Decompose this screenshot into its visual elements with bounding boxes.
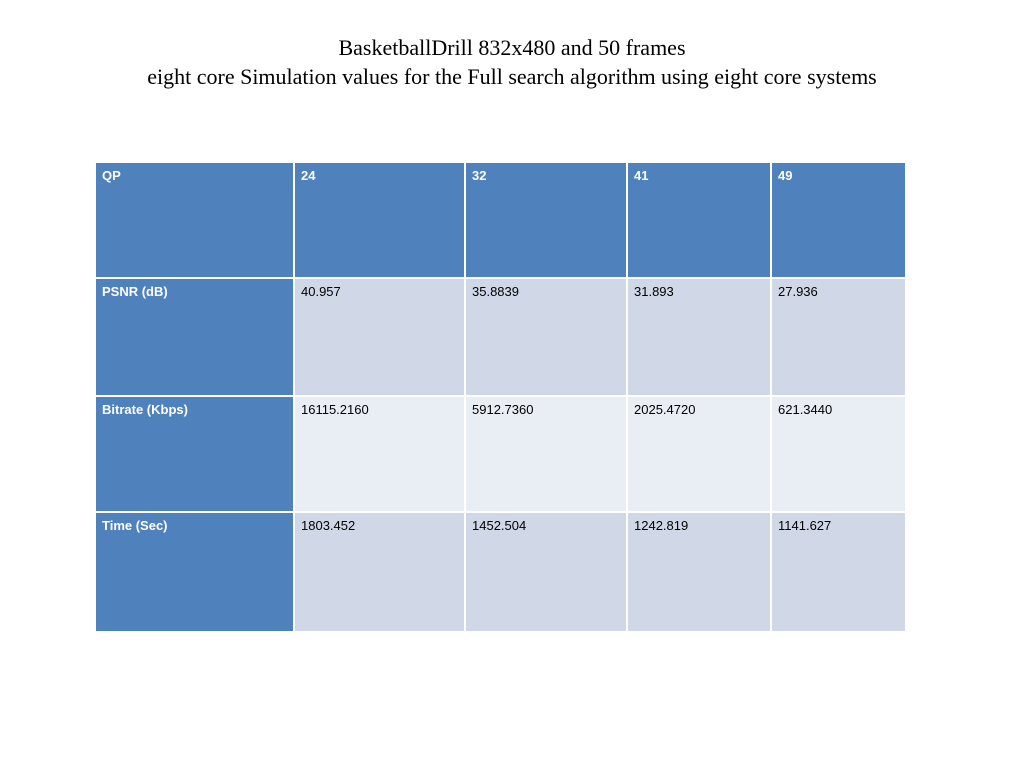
table-row-psnr: PSNR (dB) 40.957 35.8839 31.893 27.936 (94, 277, 907, 397)
table-cell: 621.3440 (770, 395, 907, 513)
header-cell-qp: QP (94, 161, 295, 279)
table-cell: 1242.819 (626, 511, 772, 633)
title-line-1: BasketballDrill 832x480 and 50 frames (338, 35, 686, 60)
row-label-psnr: PSNR (dB) (94, 277, 295, 397)
table-cell: 5912.7360 (464, 395, 628, 513)
slide-title: BasketballDrill 832x480 and 50 frames ei… (0, 33, 1024, 91)
title-line-2: eight core Simulation values for the Ful… (147, 64, 877, 89)
results-table: QP 24 32 41 49 PSNR (dB) 40.957 35.8839 … (94, 161, 907, 633)
table-cell: 40.957 (293, 277, 466, 397)
table-row-bitrate: Bitrate (Kbps) 16115.2160 5912.7360 2025… (94, 395, 907, 513)
table-cell: 2025.4720 (626, 395, 772, 513)
header-cell-49: 49 (770, 161, 907, 279)
table-cell: 1803.452 (293, 511, 466, 633)
header-cell-24: 24 (293, 161, 466, 279)
table-header-row: QP 24 32 41 49 (94, 161, 907, 279)
table-cell: 31.893 (626, 277, 772, 397)
table-cell: 16115.2160 (293, 395, 466, 513)
table-cell: 27.936 (770, 277, 907, 397)
table-cell: 1141.627 (770, 511, 907, 633)
row-label-time: Time (Sec) (94, 511, 295, 633)
table-cell: 1452.504 (464, 511, 628, 633)
header-cell-32: 32 (464, 161, 628, 279)
table-cell: 35.8839 (464, 277, 628, 397)
header-cell-41: 41 (626, 161, 772, 279)
row-label-bitrate: Bitrate (Kbps) (94, 395, 295, 513)
table-row-time: Time (Sec) 1803.452 1452.504 1242.819 11… (94, 511, 907, 633)
